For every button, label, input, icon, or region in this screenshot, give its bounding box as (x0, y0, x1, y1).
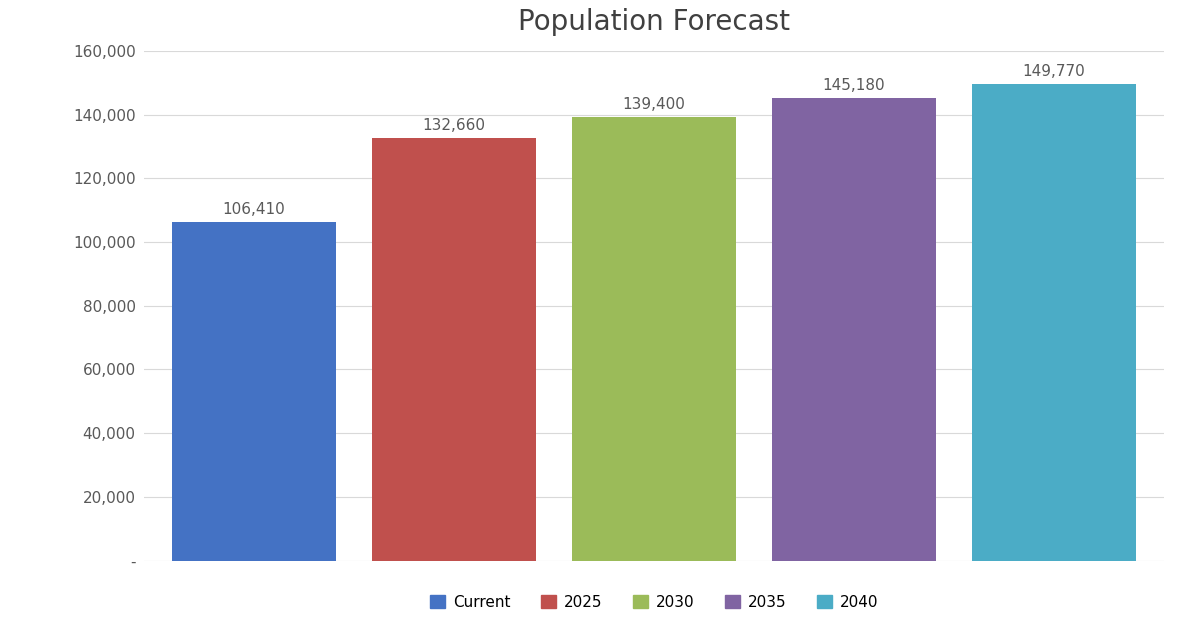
Legend: Current, 2025, 2030, 2035, 2040: Current, 2025, 2030, 2035, 2040 (424, 589, 884, 616)
Bar (372, 138, 536, 561)
Title: Population Forecast: Population Forecast (518, 8, 790, 36)
Bar (772, 98, 936, 561)
Bar (572, 117, 736, 561)
Text: 145,180: 145,180 (823, 78, 886, 94)
Text: 132,660: 132,660 (422, 118, 486, 133)
Bar (172, 222, 336, 561)
Text: 149,770: 149,770 (1022, 64, 1085, 79)
Text: 139,400: 139,400 (623, 97, 685, 111)
Bar (972, 83, 1136, 561)
Text: 106,410: 106,410 (223, 202, 286, 217)
